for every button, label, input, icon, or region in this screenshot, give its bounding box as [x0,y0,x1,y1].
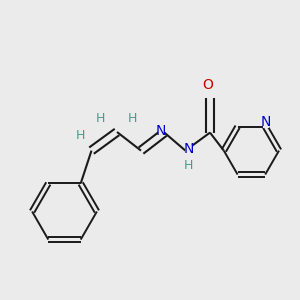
Text: H: H [75,129,85,142]
Text: H: H [184,159,193,172]
Text: N: N [183,142,194,156]
Text: H: H [128,112,137,125]
FancyBboxPatch shape [204,81,211,90]
FancyBboxPatch shape [158,127,164,136]
Text: O: O [202,78,213,92]
FancyBboxPatch shape [185,162,192,171]
FancyBboxPatch shape [129,115,136,124]
Text: N: N [156,124,166,138]
FancyBboxPatch shape [185,145,192,154]
FancyBboxPatch shape [97,115,104,124]
FancyBboxPatch shape [262,118,269,127]
FancyBboxPatch shape [77,132,83,141]
Text: N: N [261,116,271,130]
Text: H: H [96,112,105,125]
